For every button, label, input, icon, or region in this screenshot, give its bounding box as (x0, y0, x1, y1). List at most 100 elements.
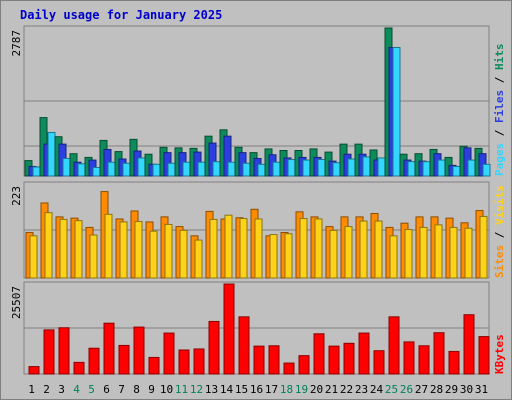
bar-kbytes-day-12 (193, 348, 205, 375)
bar-sites-day-31 (479, 215, 488, 279)
day-label-26: 26 (400, 383, 413, 396)
bar-sites-day-21 (329, 229, 338, 279)
bar-pages-day-2 (47, 131, 56, 177)
bar-kbytes-day-6 (103, 322, 115, 375)
bar-sites-day-30 (464, 227, 473, 279)
day-label-16: 16 (250, 383, 263, 396)
legend-entry: Sites (493, 245, 506, 278)
day-label-4: 4 (73, 383, 80, 396)
bar-sites-day-29 (449, 226, 458, 279)
bar-kbytes-day-13 (208, 320, 220, 375)
day-label-15: 15 (235, 383, 248, 396)
bar-sites-day-25 (389, 235, 398, 279)
day-label-28: 28 (430, 383, 443, 396)
day-label-6: 6 (103, 383, 110, 396)
bar-kbytes-day-11 (178, 349, 190, 375)
day-label-29: 29 (445, 383, 458, 396)
bar-sites-day-18 (284, 233, 293, 279)
day-label-18: 18 (280, 383, 293, 396)
bar-pages-day-4 (77, 163, 86, 177)
bar-pages-day-6 (107, 161, 116, 177)
bar-pages-day-11 (182, 161, 191, 177)
bar-kbytes-day-23 (358, 332, 370, 375)
day-label-1: 1 (28, 383, 35, 396)
bar-sites-day-2 (44, 212, 53, 279)
panel-hits_files_pages: 2787 Pages / Files / Hits (10, 25, 506, 177)
bar-sites-day-9 (149, 230, 158, 279)
bar-sites-day-5 (89, 234, 98, 279)
day-label-3: 3 (58, 383, 65, 396)
day-label-14: 14 (220, 383, 234, 396)
bar-pages-day-25 (392, 46, 401, 177)
series-legend: Pages / Files / Hits (493, 44, 506, 177)
bar-kbytes-day-17 (268, 345, 280, 375)
chart-panels: 2787 Pages / Files / Hits 223 Sites / Visit… (10, 25, 506, 375)
bar-pages-day-13 (212, 161, 221, 177)
bar-sites-day-27 (419, 226, 428, 279)
bar-sites-day-28 (434, 224, 443, 279)
panel-kbytes: 25507 KBytes (10, 281, 506, 375)
bar-sites-day-17 (269, 234, 278, 279)
bar-pages-day-3 (62, 157, 71, 177)
legend-separator: / (493, 70, 506, 90)
bar-pages-day-24 (377, 157, 386, 177)
bar-kbytes-day-14 (223, 283, 235, 375)
bar-pages-day-31 (482, 163, 491, 177)
day-label-30: 30 (460, 383, 473, 396)
bar-sites-day-26 (404, 229, 413, 279)
bar-sites-day-16 (254, 218, 263, 279)
bar-pages-day-30 (467, 159, 476, 177)
day-label-9: 9 (148, 383, 155, 396)
bar-kbytes-day-7 (118, 344, 130, 375)
bar-kbytes-day-28 (433, 332, 445, 375)
day-label-22: 22 (340, 383, 353, 396)
x-axis-day-labels: 1 2 3 4 5 6 7 8 9 10 11 12 13 14 15 16 17 18 19 20 21 22 23 24 2… (28, 383, 488, 396)
series-legend: Sites / Visits (493, 185, 506, 278)
bar-sites-day-3 (59, 218, 68, 279)
bar-pages-day-9 (152, 163, 161, 177)
legend-entry: Files (493, 90, 506, 123)
bar-kbytes-day-10 (163, 332, 175, 375)
day-label-12: 12 (190, 383, 203, 396)
legend-separator: / (493, 225, 506, 245)
bar-sites-day-6 (104, 213, 113, 279)
bar-pages-day-17 (272, 161, 281, 177)
bar-sites-day-13 (209, 218, 218, 279)
bar-sites-day-15 (239, 218, 248, 279)
day-label-19: 19 (295, 383, 308, 396)
day-label-11: 11 (175, 383, 188, 396)
bar-kbytes-day-21 (328, 345, 340, 375)
bar-pages-day-1 (32, 166, 41, 177)
day-label-7: 7 (118, 383, 125, 396)
bar-pages-day-23 (362, 156, 371, 177)
bar-kbytes-day-8 (133, 326, 145, 375)
bar-pages-day-18 (287, 159, 296, 177)
bar-kbytes-day-27 (418, 345, 430, 375)
bar-kbytes-day-15 (238, 316, 250, 375)
legend-entry: Visits (493, 185, 506, 225)
bar-pages-day-29 (452, 165, 461, 177)
bar-pages-day-27 (422, 161, 431, 177)
bar-kbytes-day-9 (148, 356, 160, 375)
bar-pages-day-5 (92, 167, 101, 177)
legend-separator: / (493, 123, 506, 143)
bar-pages-day-16 (257, 163, 266, 177)
legend-entry: Pages (493, 143, 506, 176)
day-label-13: 13 (205, 383, 218, 396)
bar-sites-day-12 (194, 239, 203, 279)
legend-entry: Hits (493, 44, 506, 71)
bar-sites-day-20 (314, 218, 323, 279)
bar-kbytes-day-24 (373, 350, 385, 375)
day-label-25: 25 (385, 383, 398, 396)
bar-pages-day-21 (332, 162, 341, 177)
day-label-20: 20 (310, 383, 323, 396)
bar-kbytes-day-2 (43, 329, 55, 375)
bar-pages-day-12 (197, 161, 206, 177)
bar-kbytes-day-18 (283, 362, 295, 375)
day-label-8: 8 (133, 383, 140, 396)
bar-kbytes-day-30 (463, 314, 475, 375)
bar-kbytes-day-29 (448, 350, 460, 375)
bar-sites-day-24 (374, 220, 383, 279)
bar-pages-day-8 (137, 157, 146, 177)
